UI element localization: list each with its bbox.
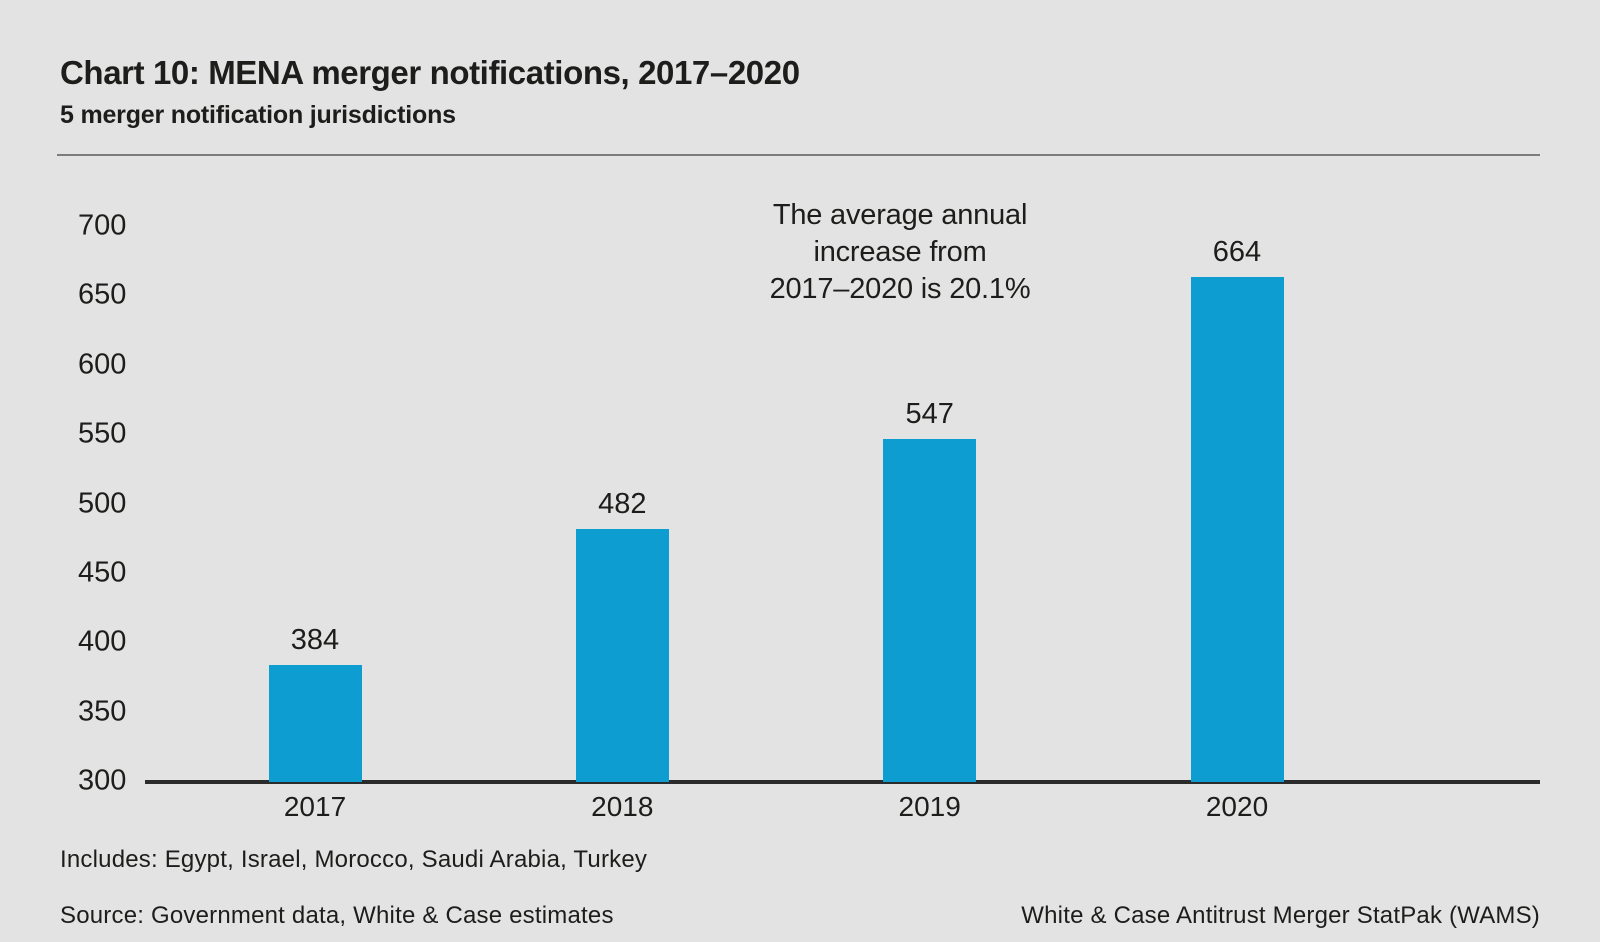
annotation-line-3: 2017–2020 is 20.1%	[769, 273, 1031, 305]
bar-2019	[883, 439, 977, 782]
annotation-line-1: The average annual	[772, 199, 1028, 231]
footer-includes-note: Includes: Egypt, Israel, Morocco, Saudi …	[60, 846, 648, 873]
x-axis-label-2017: 2017	[283, 791, 347, 822]
x-axis-line	[145, 780, 1540, 784]
footer-source-note: Source: Government data, White & Case es…	[60, 902, 614, 929]
bar-value-label: 664	[1212, 235, 1262, 268]
bar-2020	[1190, 276, 1284, 782]
chart-title: Chart 10: MENA merger notifications, 201…	[60, 54, 800, 91]
x-axis-label-2020: 2020	[1205, 791, 1269, 822]
y-axis-tick-label: 500	[78, 487, 127, 519]
x-axis-label-2018: 2018	[591, 791, 654, 822]
annotation-line-2: increase from	[813, 236, 987, 268]
chart-subtitle: 5 merger notification jurisdictions	[60, 101, 456, 129]
x-axis-label-2019: 2019	[898, 791, 961, 822]
annotation: The average annual increase from 2017–20…	[640, 197, 1160, 308]
y-axis-tick-label: 600	[78, 348, 127, 381]
y-axis-tick-label: 550	[78, 417, 127, 450]
y-axis-tick-label: 350	[78, 695, 127, 728]
y-axis-tick-label: 650	[78, 278, 127, 311]
bar-value-label: 547	[905, 398, 954, 431]
bar-2018	[575, 529, 669, 782]
y-axis-tick-label: 700	[78, 209, 127, 242]
y-axis-tick-label: 400	[78, 625, 127, 658]
footer-attribution: White & Case Antitrust Merger StatPak (W…	[1021, 902, 1540, 929]
bar-2017	[268, 665, 362, 782]
y-axis-tick-label: 450	[78, 556, 127, 589]
header-divider	[57, 154, 1540, 156]
bar-value-label: 384	[290, 624, 340, 657]
y-axis-tick-label: 300	[78, 764, 127, 797]
bar-value-label: 482	[598, 488, 647, 521]
